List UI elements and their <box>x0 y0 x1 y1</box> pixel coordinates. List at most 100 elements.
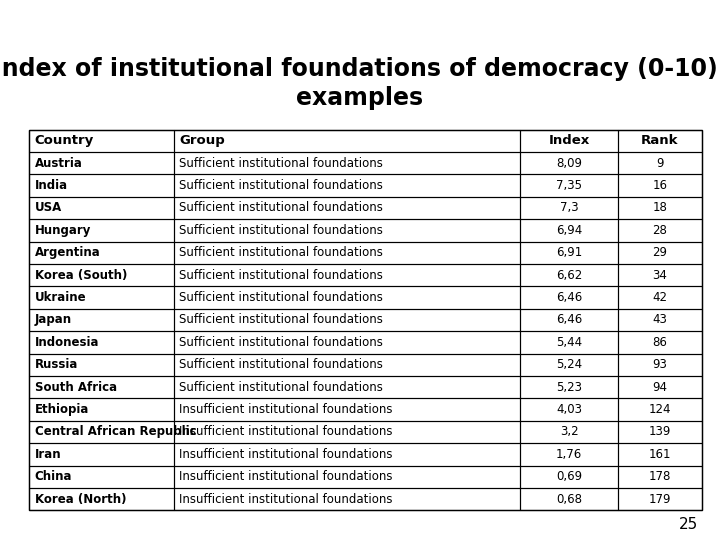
Text: Austria: Austria <box>35 157 82 170</box>
Text: Sufficient institutional foundations: Sufficient institutional foundations <box>179 157 383 170</box>
Bar <box>521 331 618 354</box>
Text: 86: 86 <box>652 336 667 349</box>
Bar <box>618 309 702 331</box>
Bar <box>174 399 521 421</box>
Bar <box>174 376 521 399</box>
Text: Ukraine: Ukraine <box>35 291 86 304</box>
Bar <box>29 219 174 241</box>
Bar <box>521 264 618 286</box>
Bar <box>29 241 174 264</box>
Bar <box>174 241 521 264</box>
Text: 93: 93 <box>652 358 667 371</box>
Bar <box>618 399 702 421</box>
Bar <box>521 174 618 197</box>
Text: Argentina: Argentina <box>35 246 100 259</box>
Text: Sufficient institutional foundations: Sufficient institutional foundations <box>179 179 383 192</box>
Bar <box>618 130 702 152</box>
Bar <box>29 286 174 309</box>
Bar <box>174 421 521 443</box>
Text: Country: Country <box>35 134 94 147</box>
Bar <box>174 309 521 331</box>
Text: 1,76: 1,76 <box>556 448 582 461</box>
Text: 16: 16 <box>652 179 667 192</box>
Bar <box>521 465 618 488</box>
Bar <box>521 399 618 421</box>
Text: Korea (North): Korea (North) <box>35 492 126 505</box>
Bar <box>29 399 174 421</box>
Bar <box>174 443 521 465</box>
Text: 29: 29 <box>652 246 667 259</box>
Text: China: China <box>35 470 72 483</box>
Bar <box>618 465 702 488</box>
Bar <box>618 152 702 174</box>
Text: Sufficient institutional foundations: Sufficient institutional foundations <box>179 313 383 327</box>
Bar <box>618 219 702 241</box>
Text: Sufficient institutional foundations: Sufficient institutional foundations <box>179 246 383 259</box>
Text: 7,3: 7,3 <box>559 201 578 214</box>
Bar <box>29 174 174 197</box>
Bar <box>29 309 174 331</box>
Bar <box>521 241 618 264</box>
Bar <box>521 152 618 174</box>
Bar <box>521 219 618 241</box>
Text: 139: 139 <box>649 426 671 438</box>
Text: 25: 25 <box>679 517 698 532</box>
Text: 5,44: 5,44 <box>556 336 582 349</box>
Text: Iran: Iran <box>35 448 61 461</box>
Text: 0,69: 0,69 <box>556 470 582 483</box>
Bar <box>29 376 174 399</box>
Bar <box>174 197 521 219</box>
Text: South Africa: South Africa <box>35 381 117 394</box>
Bar <box>521 443 618 465</box>
Bar <box>521 197 618 219</box>
Text: 28: 28 <box>652 224 667 237</box>
Bar <box>521 286 618 309</box>
Bar <box>618 443 702 465</box>
Text: 4,03: 4,03 <box>556 403 582 416</box>
Text: 6,46: 6,46 <box>556 313 582 327</box>
Text: 18: 18 <box>652 201 667 214</box>
Text: Insufficient institutional foundations: Insufficient institutional foundations <box>179 492 393 505</box>
Text: 34: 34 <box>652 269 667 282</box>
Text: 0,68: 0,68 <box>556 492 582 505</box>
Text: 178: 178 <box>649 470 671 483</box>
Bar <box>29 130 174 152</box>
Bar <box>618 376 702 399</box>
Text: Insufficient institutional foundations: Insufficient institutional foundations <box>179 426 393 438</box>
Bar <box>29 488 174 510</box>
Text: Sufficient institutional foundations: Sufficient institutional foundations <box>179 224 383 237</box>
Text: Central African Republic: Central African Republic <box>35 426 196 438</box>
Text: Rank: Rank <box>642 134 679 147</box>
Bar <box>174 354 521 376</box>
Text: Insufficient institutional foundations: Insufficient institutional foundations <box>179 470 393 483</box>
Bar <box>29 331 174 354</box>
Text: 7,35: 7,35 <box>556 179 582 192</box>
Bar <box>618 354 702 376</box>
Text: Sufficient institutional foundations: Sufficient institutional foundations <box>179 201 383 214</box>
Text: 5,24: 5,24 <box>556 358 582 371</box>
Text: Index: Index <box>549 134 590 147</box>
Text: 124: 124 <box>649 403 671 416</box>
Bar <box>174 331 521 354</box>
Text: 43: 43 <box>652 313 667 327</box>
Bar <box>29 354 174 376</box>
Bar <box>521 309 618 331</box>
Text: Indonesia: Indonesia <box>35 336 99 349</box>
Text: Index of institutional foundations of democracy (0-10):
examples: Index of institutional foundations of de… <box>0 57 720 110</box>
Text: Sufficient institutional foundations: Sufficient institutional foundations <box>179 291 383 304</box>
Bar <box>521 421 618 443</box>
Text: 3,2: 3,2 <box>559 426 578 438</box>
Text: Japan: Japan <box>35 313 72 327</box>
Bar <box>174 286 521 309</box>
Bar <box>618 241 702 264</box>
Text: 94: 94 <box>652 381 667 394</box>
Text: Insufficient institutional foundations: Insufficient institutional foundations <box>179 403 393 416</box>
Text: 161: 161 <box>649 448 671 461</box>
Bar <box>29 443 174 465</box>
Bar <box>29 465 174 488</box>
Text: 6,91: 6,91 <box>556 246 582 259</box>
Bar <box>29 130 702 510</box>
Bar <box>618 264 702 286</box>
Text: 6,94: 6,94 <box>556 224 582 237</box>
Bar <box>29 152 174 174</box>
